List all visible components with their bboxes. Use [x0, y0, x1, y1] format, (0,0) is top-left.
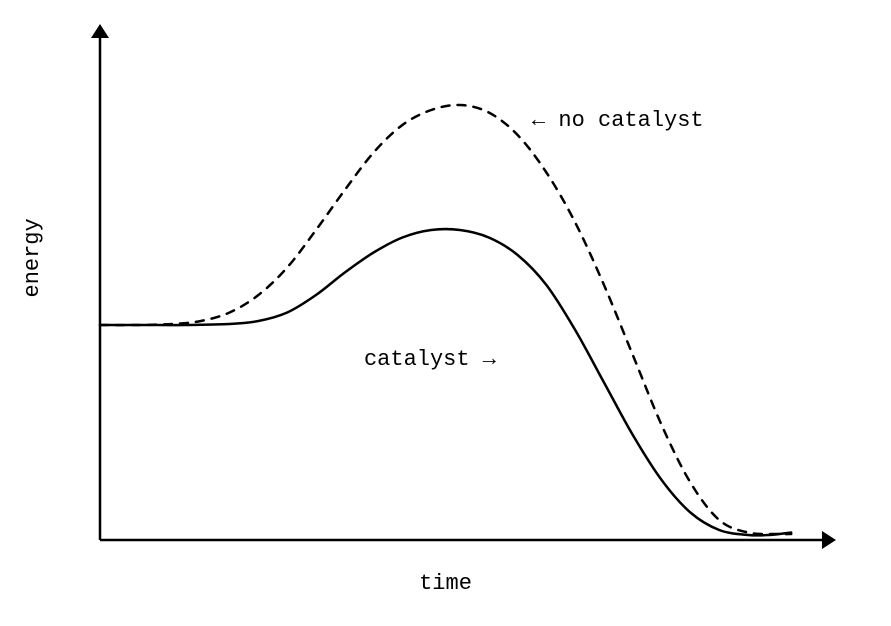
series-no_catalyst	[100, 105, 791, 534]
x-axis-label: time	[419, 571, 472, 596]
chart-svg	[0, 0, 891, 626]
catalyst-annotation: catalyst →	[364, 347, 496, 372]
energy-diagram: { "chart": { "type": "line", "width_px":…	[0, 0, 891, 626]
no-catalyst-annotation: ← no catalyst	[532, 108, 704, 133]
series-catalyst	[100, 229, 791, 535]
y-axis-label: energy	[20, 218, 45, 297]
